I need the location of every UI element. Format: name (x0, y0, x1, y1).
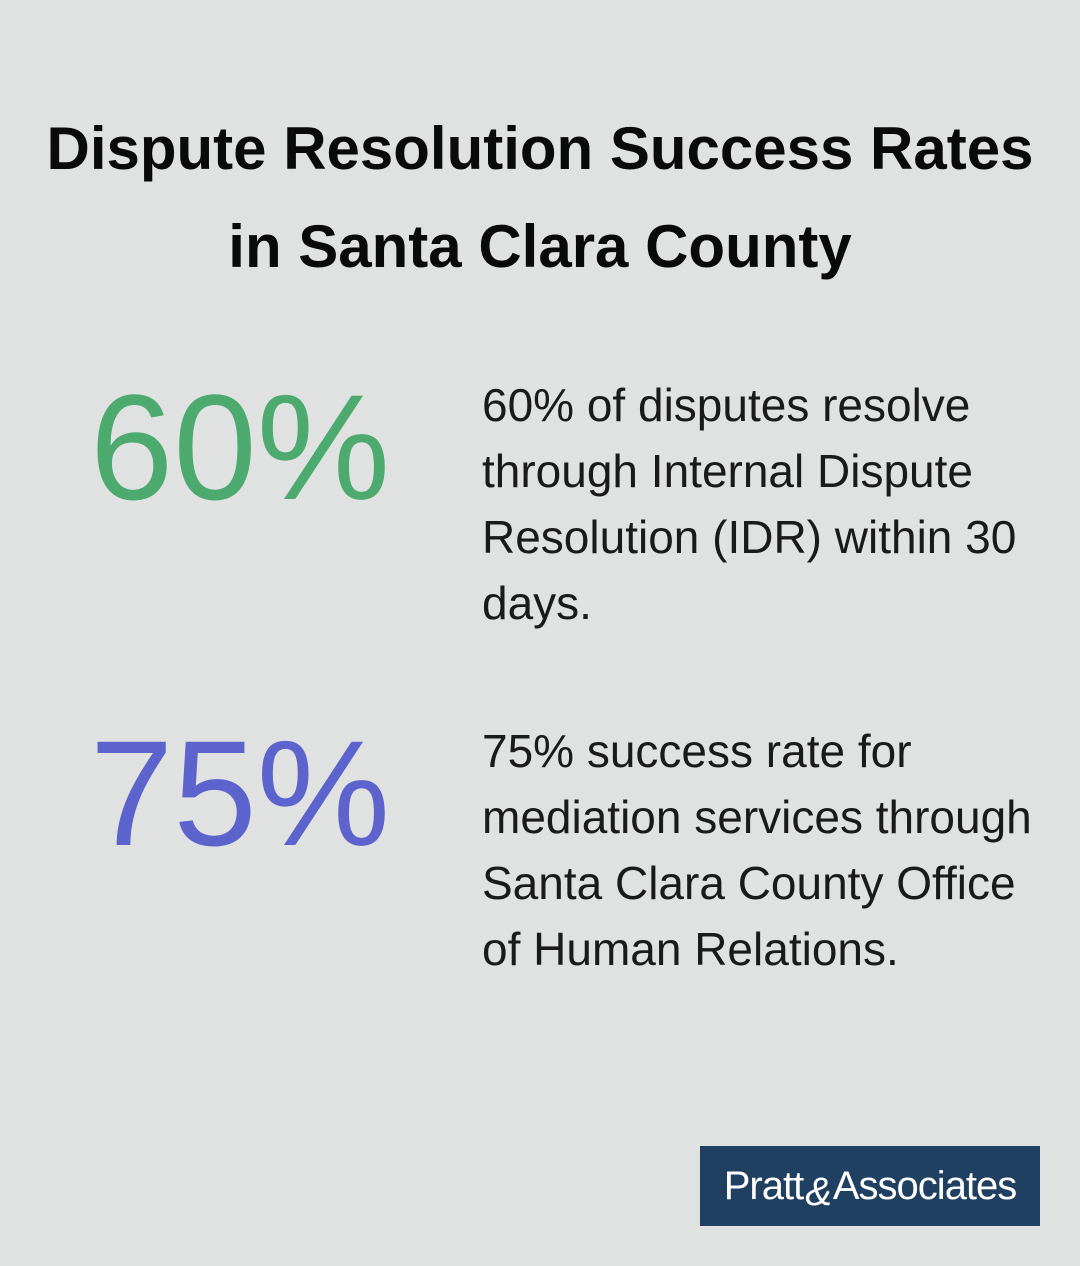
page-title: Dispute Resolution Success Rates in Sant… (46, 115, 1034, 280)
stat-value: 60% (89, 363, 391, 531)
pratt-associates-logo: Pratt & Associates (700, 1146, 1040, 1226)
stat-value: 75% (89, 709, 391, 877)
stat-description: 60% of disputes resolve through Internal… (482, 379, 1017, 629)
logo-text-left: Pratt (723, 1163, 804, 1208)
stat-description: 75% success rate for mediation services … (482, 725, 1032, 975)
logo-text-right: Associates (832, 1163, 1017, 1208)
logo-ampersand: & (805, 1169, 832, 1214)
